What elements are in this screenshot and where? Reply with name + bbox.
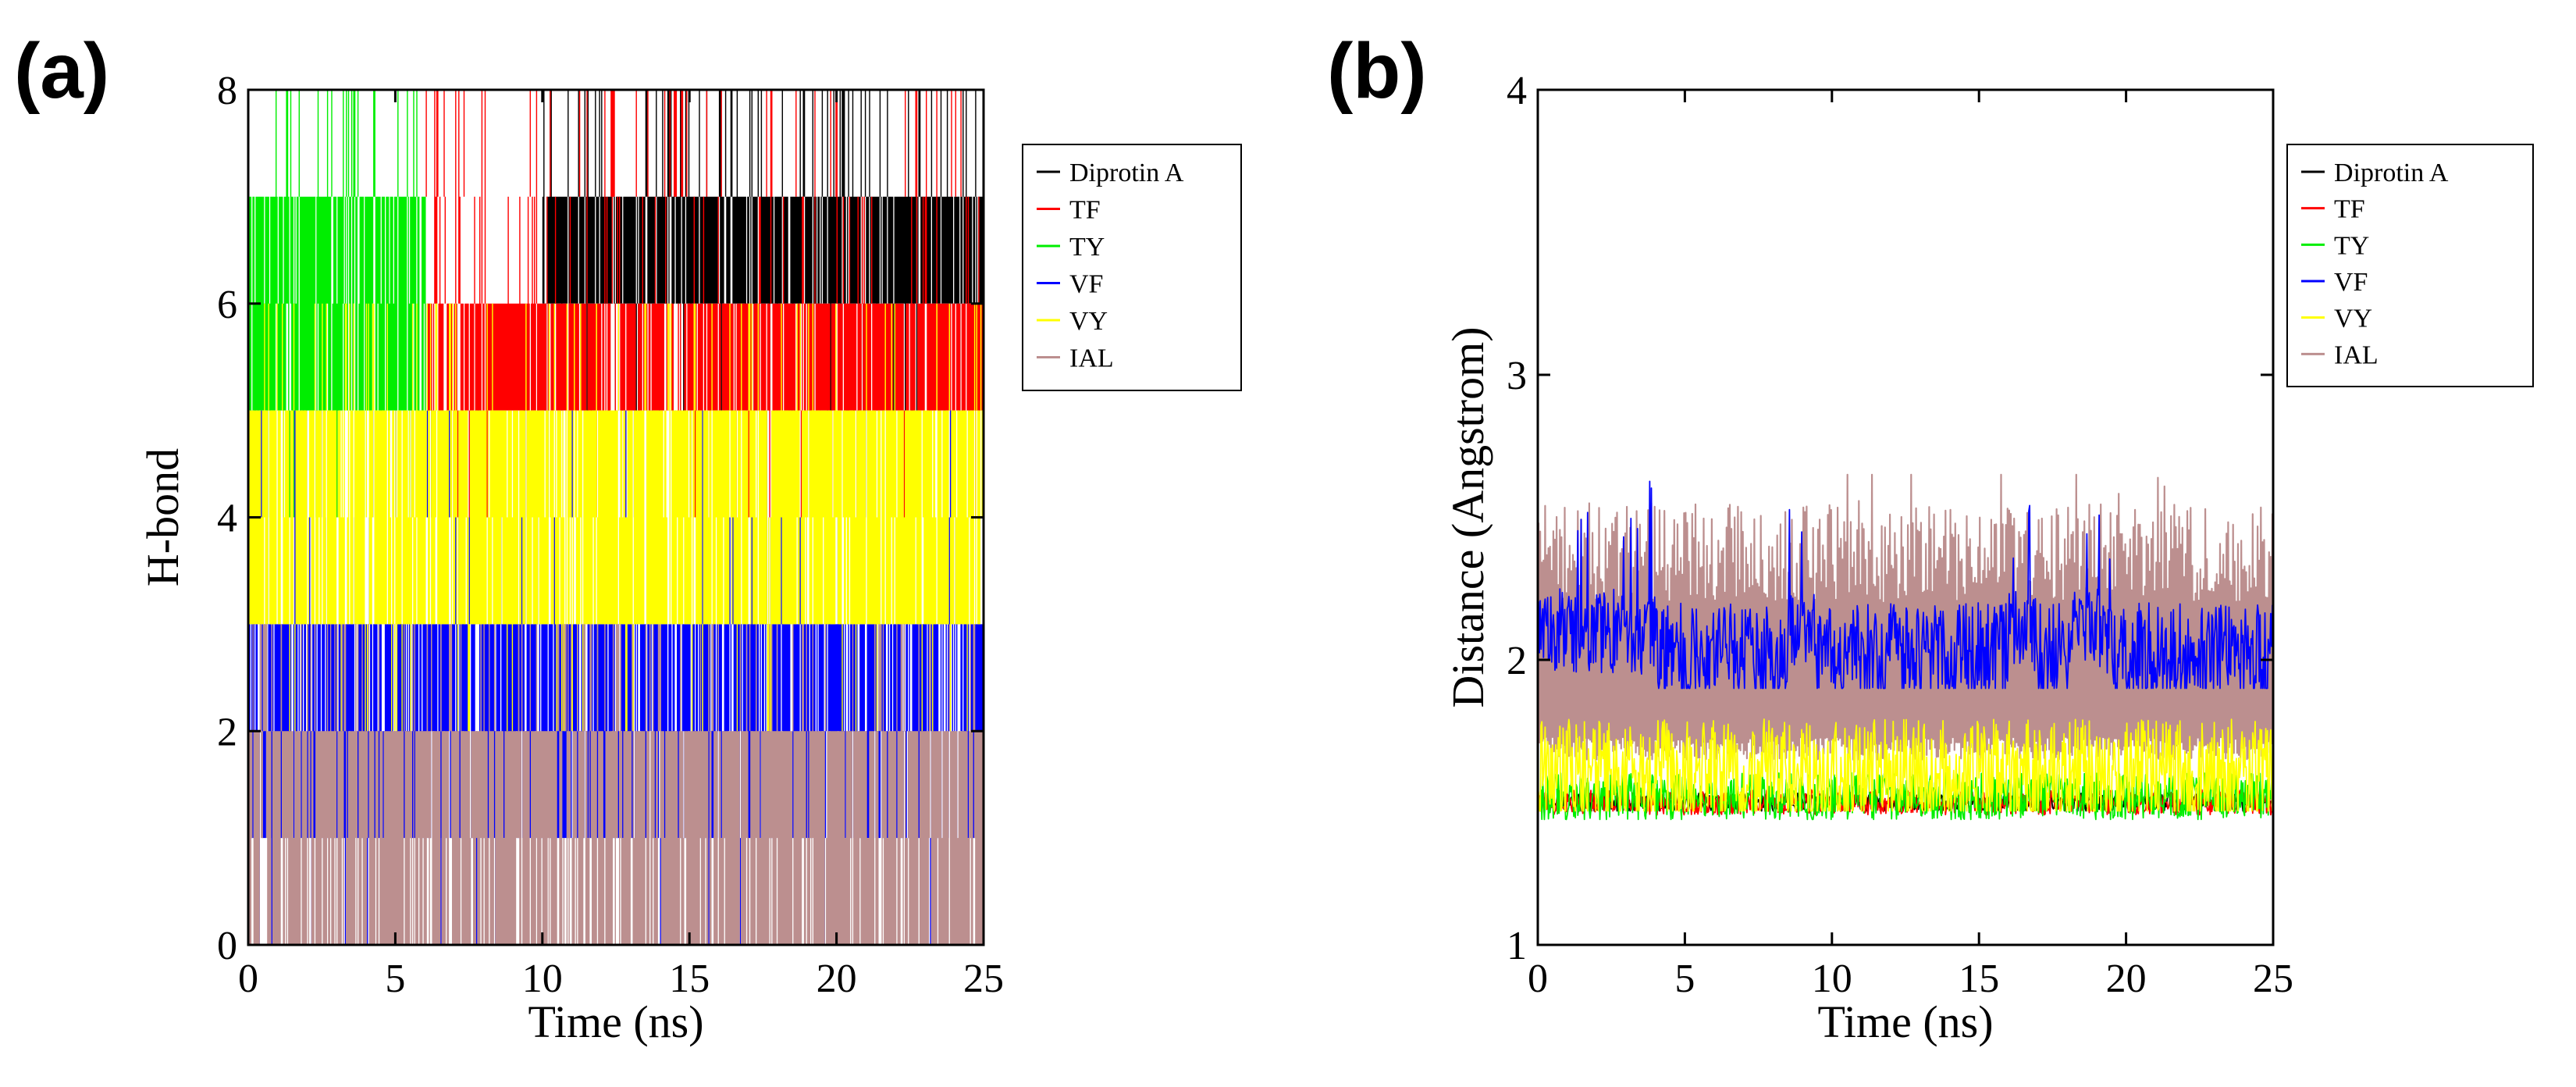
chart-a-xtick-label: 20 [817,957,857,1001]
chart-a-legend-label: VY [1069,307,1108,336]
chart-b-xtick-label: 20 [2106,957,2147,1001]
chart-b-xtick-label: 0 [1528,957,1548,1001]
chart-b-series-vf [1538,480,2273,690]
chart-a-plot-area [248,90,984,945]
chart-b-ytick-label: 2 [1507,639,1527,683]
chart-b-ytick-label: 4 [1507,69,1527,113]
chart-a-y-axis-title: H-bond [137,448,188,586]
chart-b-legend-label: IAL [2334,340,2379,369]
chart-b-legend-box [2286,144,2534,387]
chart-b-xtick-label: 10 [1812,957,1852,1001]
chart-a-xtick-label: 10 [522,957,563,1001]
chart-b-ytick-label: 1 [1507,924,1527,968]
chart-b-distance: 0 5 10 15 20 25 1 2 3 4 Time (ns) Distance (Angstro… [1443,69,2534,1047]
chart-a-ytick-label: 2 [217,710,237,754]
chart-a-legend-box [1022,144,1242,391]
panel-b-label: (b) [1327,27,1427,115]
chart-a-hbond: 0 5 10 15 20 25 0 2 4 6 8 Time (ns) H-bond Diprotin A… [137,69,1242,1047]
chart-b-xtick-label: 25 [2253,957,2293,1001]
chart-a-legend-label: TY [1069,233,1105,262]
chart-b-legend-label: TF [2334,195,2365,224]
chart-a-xtick-label: 0 [238,957,258,1001]
chart-a-ytick-label: 8 [217,69,237,113]
chart-b-x-axis-title: Time (ns) [1817,996,1993,1047]
chart-b-legend-label: TY [2334,231,2369,260]
chart-a-ytick-label: 6 [217,283,237,327]
chart-b-legend-label: Diprotin A [2334,159,2449,187]
chart-b-legend-label: VY [2334,305,2372,333]
chart-b-plot-frame [1536,88,2275,946]
chart-b-y-axis-title: Distance (Angstrom) [1443,326,1493,707]
chart-a-xtick-label: 15 [669,957,710,1001]
chart-b-xtick-label: 15 [1959,957,1999,1001]
chart-a-ytick-label: 0 [217,924,237,968]
chart-b-series-vy [1538,718,2273,812]
chart-b-legend-label: VF [2334,268,2368,297]
chart-a-legend-label: IAL [1069,344,1114,373]
chart-a-xtick-label: 5 [385,957,405,1001]
chart-b-plot-area [1538,473,2273,821]
chart-a-ytick-label: 4 [217,497,237,541]
chart-a-x-axis-title: Time (ns) [528,996,703,1047]
chart-a-legend-label: Diprotin A [1069,159,1184,187]
chart-b-ytick-label: 3 [1507,354,1527,398]
chart-a-xtick-label: 25 [963,957,1004,1001]
chart-b-xtick-label: 5 [1674,957,1695,1001]
panel-a-label: (a) [14,27,109,115]
chart-a-legend-label: TF [1069,196,1101,225]
chart-a-legend-label: VF [1069,270,1103,299]
